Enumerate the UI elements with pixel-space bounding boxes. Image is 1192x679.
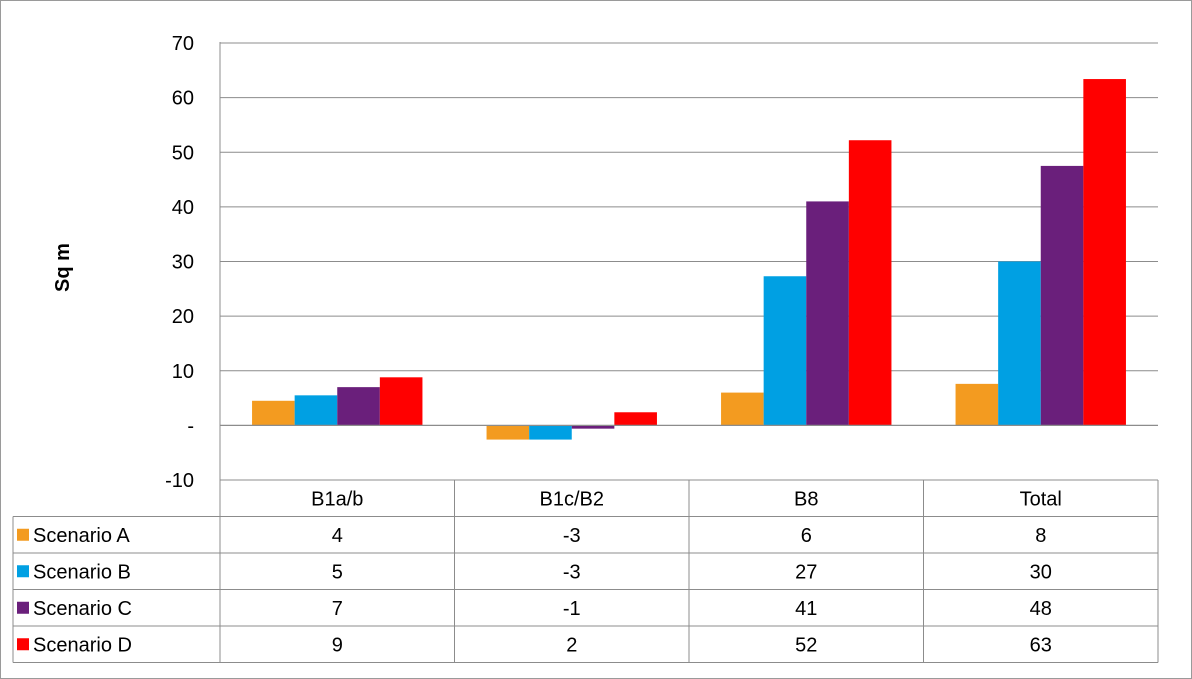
legend-swatch bbox=[17, 601, 29, 614]
y-tick-label: 10 bbox=[172, 361, 194, 383]
legend-swatch bbox=[17, 528, 29, 541]
legend-label: Scenario C bbox=[33, 598, 132, 620]
legend-label: Scenario B bbox=[33, 561, 131, 583]
table-cell-value: 27 bbox=[795, 561, 817, 583]
category-label: B8 bbox=[794, 488, 818, 510]
bar-scenario-d-0 bbox=[379, 377, 423, 426]
table-cell-value: 30 bbox=[1030, 561, 1052, 583]
y-axis-label: Sq m bbox=[52, 243, 74, 292]
bar-scenario-d-2 bbox=[848, 140, 892, 426]
y-tick-label: - bbox=[187, 415, 194, 437]
table-cell-value: 63 bbox=[1030, 634, 1052, 656]
table-cell-value: 4 bbox=[332, 525, 343, 547]
gridlines bbox=[220, 42, 1158, 372]
legend-label: Scenario A bbox=[33, 525, 130, 547]
table-cell-value: 2 bbox=[566, 634, 577, 656]
bar-scenario-a-0 bbox=[252, 400, 295, 426]
legend-swatch bbox=[17, 638, 29, 651]
bar-scenario-c-3 bbox=[1040, 165, 1084, 426]
bar-scenario-a-2 bbox=[721, 392, 764, 426]
y-tick-label: 50 bbox=[172, 142, 194, 164]
legend-swatch bbox=[17, 565, 29, 578]
table-cell-value: 5 bbox=[332, 561, 343, 583]
y-tick-label: 40 bbox=[172, 197, 194, 219]
table-cell-value: -1 bbox=[563, 598, 581, 620]
table-cell-value: 7 bbox=[332, 598, 343, 620]
table-cell-value: 52 bbox=[795, 634, 817, 656]
bar-scenario-a-3 bbox=[955, 383, 999, 426]
category-label: B1a/b bbox=[311, 488, 363, 510]
bar-scenario-c-2 bbox=[806, 201, 849, 426]
bar-scenario-b-2 bbox=[763, 276, 807, 426]
data-table: B1a/b B1c/B2 B8 Total Scenario A 4 -3 6 8 Scenari… bbox=[12, 42, 1159, 663]
bar-scenario-c-1 bbox=[571, 425, 615, 429]
legend-label: Scenario D bbox=[33, 634, 132, 656]
bar-scenario-a-1 bbox=[486, 425, 530, 440]
table-cell-value: -3 bbox=[563, 525, 581, 547]
y-tick-label: -10 bbox=[165, 470, 194, 492]
bar-scenario-b-1 bbox=[529, 425, 572, 440]
table-cell-value: 6 bbox=[801, 525, 812, 547]
table-cell-value: 8 bbox=[1035, 525, 1046, 547]
bars bbox=[252, 79, 1126, 440]
y-tick-label: 60 bbox=[172, 88, 194, 110]
category-label: Total bbox=[1020, 488, 1062, 510]
y-tick-label: 30 bbox=[172, 252, 194, 274]
bar-scenario-c-0 bbox=[337, 387, 380, 426]
table-cell-value: 9 bbox=[332, 634, 343, 656]
table-cell-value: 48 bbox=[1030, 598, 1052, 620]
y-tick-label: 70 bbox=[172, 33, 194, 55]
bar-scenario-b-0 bbox=[294, 395, 338, 426]
bar-scenario-b-3 bbox=[998, 261, 1041, 426]
category-label: B1c/B2 bbox=[540, 488, 604, 510]
y-tick-label: 20 bbox=[172, 306, 194, 328]
bar-scenario-d-3 bbox=[1083, 79, 1126, 426]
table-cell-value: 41 bbox=[795, 598, 817, 620]
table-cell-value: -3 bbox=[563, 561, 581, 583]
bar-scenario-d-1 bbox=[614, 412, 657, 426]
